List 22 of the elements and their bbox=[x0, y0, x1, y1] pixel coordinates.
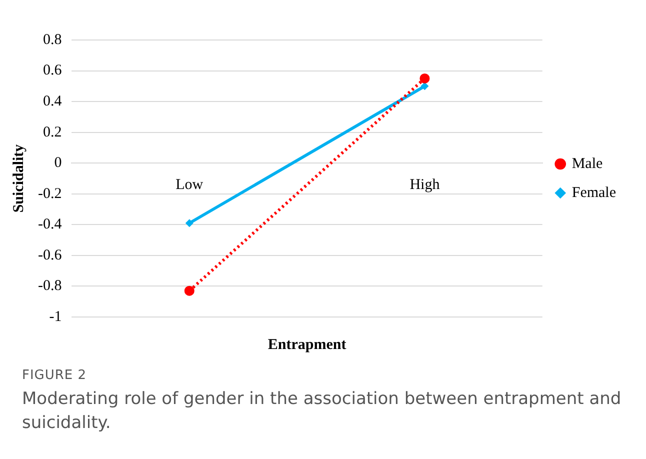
y-axis-title: Suicidality bbox=[10, 144, 27, 213]
y-tick-label: 0.6 bbox=[42, 62, 62, 79]
y-tick-label: -0.6 bbox=[38, 247, 62, 264]
y-tick-label: -1 bbox=[49, 308, 62, 325]
y-tick-label: -0.4 bbox=[38, 216, 62, 233]
legend-label: Male bbox=[572, 156, 604, 172]
point bbox=[185, 219, 194, 228]
x-tick-label: High bbox=[410, 177, 440, 194]
caption: FIGURE 2 bbox=[22, 368, 88, 383]
y-tick-label: 0.2 bbox=[42, 124, 62, 140]
y-tick-label: 0.8 bbox=[42, 32, 62, 48]
x-tick-label: Low bbox=[176, 177, 204, 194]
point bbox=[420, 82, 429, 90]
text: Moderating role of gender in the association between entrapment and suicidality. bbox=[22, 388, 622, 435]
point bbox=[184, 286, 194, 296]
x-axis-title: Entrapment bbox=[268, 337, 346, 353]
y-tick-label: -0.8 bbox=[38, 278, 62, 294]
point bbox=[420, 73, 430, 84]
y-tick-label: -0.2 bbox=[38, 186, 62, 202]
legend-label: Female bbox=[572, 184, 616, 201]
y-tick-label: 0 bbox=[54, 155, 62, 172]
y-tick-label: 0.4 bbox=[42, 93, 62, 110]
